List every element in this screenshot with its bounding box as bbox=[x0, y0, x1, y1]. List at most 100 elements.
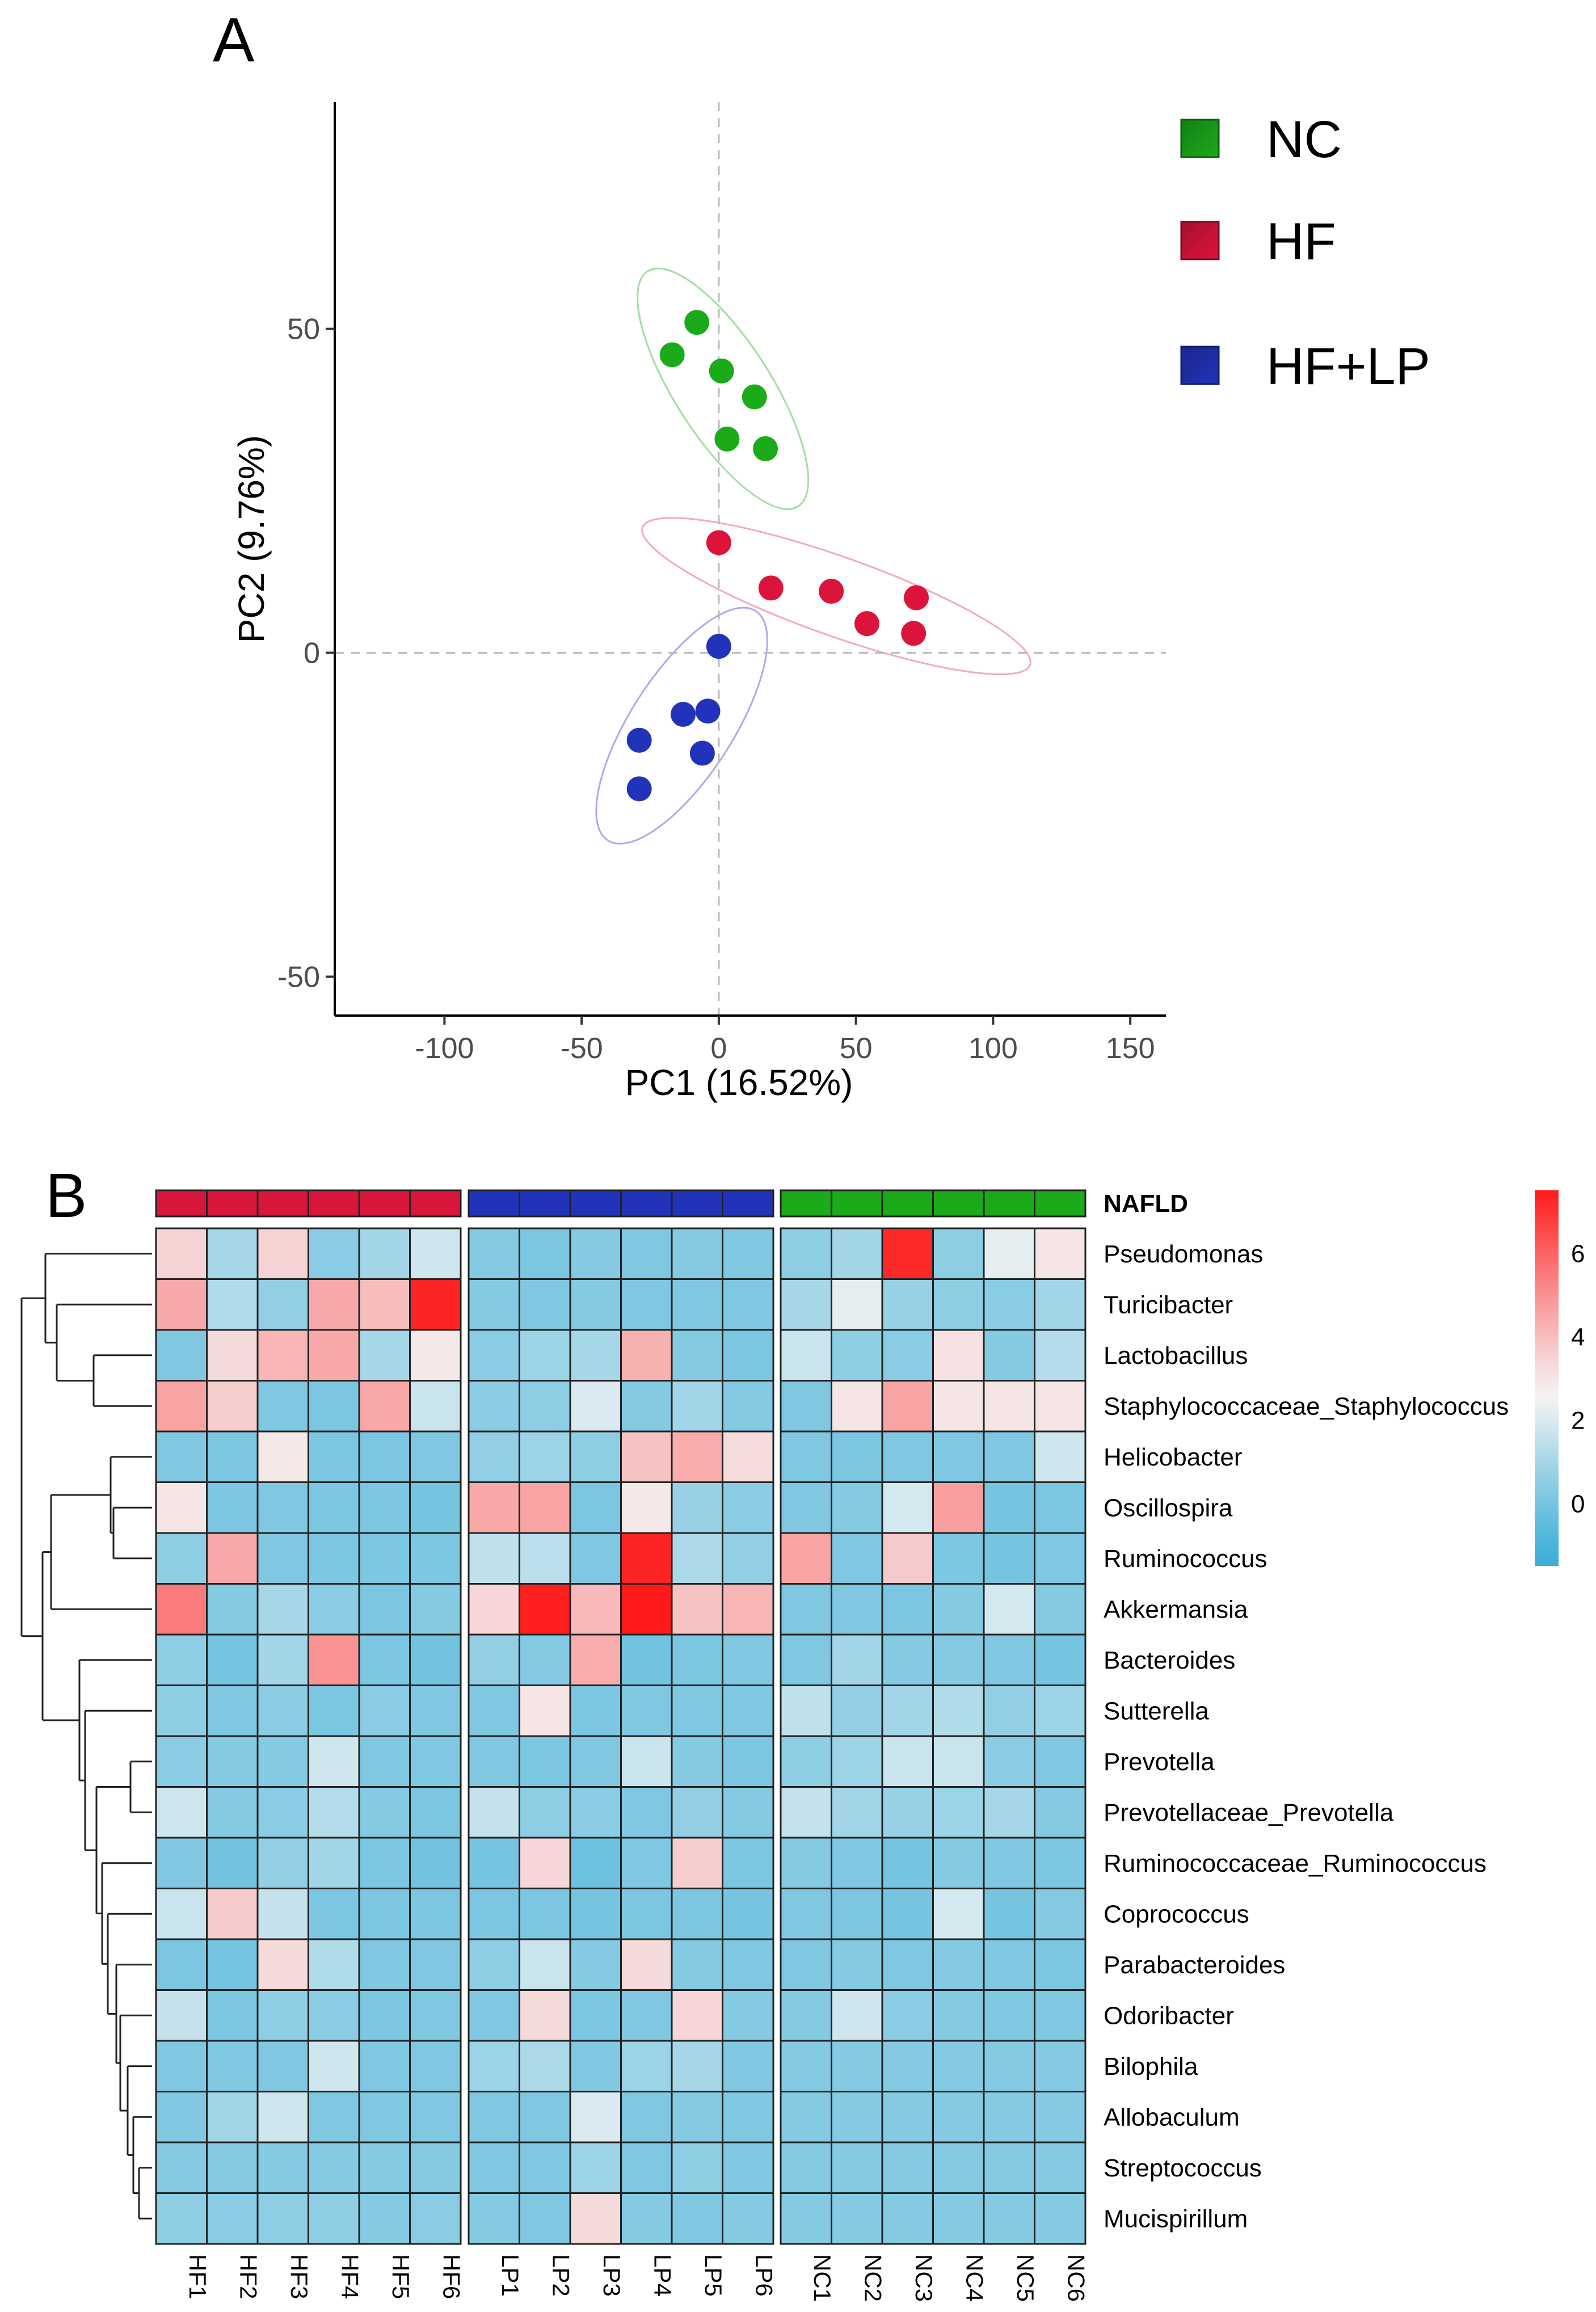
heatmap-cell bbox=[831, 1735, 883, 1788]
heatmap-cell bbox=[932, 1380, 985, 1433]
heatmap-cell bbox=[468, 2192, 520, 2245]
heatmap-cell bbox=[206, 1380, 259, 1433]
heatmap-cell bbox=[468, 1989, 520, 2042]
heatmap-cell bbox=[206, 1989, 259, 2042]
point-nc bbox=[753, 436, 778, 461]
heatmap-cell bbox=[308, 1583, 360, 1636]
heatmap-cell bbox=[932, 1837, 985, 1889]
point-hf-lp bbox=[626, 776, 652, 802]
heatmap-cell bbox=[308, 2192, 360, 2245]
heatmap-cell bbox=[671, 1481, 723, 1534]
row-label: Odoribacter bbox=[1104, 2002, 1234, 2029]
heatmap-cell bbox=[780, 1430, 832, 1483]
heatmap-cell bbox=[206, 1735, 259, 1788]
heatmap-cell bbox=[780, 1938, 832, 1991]
heatmap-cell bbox=[409, 1227, 462, 1280]
heatmap-cell bbox=[155, 1481, 208, 1534]
heatmap-cell bbox=[722, 1938, 774, 1991]
heatmap-cell bbox=[155, 1837, 208, 1889]
y-tick-label: 0 bbox=[304, 637, 320, 670]
heatmap-cell bbox=[780, 2040, 832, 2092]
heatmap-cell bbox=[932, 1329, 985, 1382]
heatmap-cell bbox=[780, 1837, 832, 1889]
heatmap-cell bbox=[722, 2192, 774, 2245]
heatmap-cell bbox=[1034, 1684, 1087, 1737]
column-label: NC4 bbox=[961, 2254, 988, 2302]
heatmap-cell bbox=[155, 1938, 208, 1991]
annotation-cell bbox=[932, 1189, 985, 1218]
heatmap-cell bbox=[409, 2040, 462, 2092]
heatmap-cell bbox=[671, 1786, 723, 1839]
heatmap-cell bbox=[468, 1938, 520, 1991]
heatmap-cell bbox=[155, 2141, 208, 2194]
heatmap-cell bbox=[780, 1380, 832, 1433]
heatmap-cell bbox=[569, 1430, 622, 1483]
column-label: HF6 bbox=[438, 2254, 465, 2299]
row-label: Bilophila bbox=[1104, 2053, 1198, 2081]
heatmap-cell bbox=[519, 1633, 571, 1686]
column-label: LP5 bbox=[700, 2254, 727, 2297]
heatmap: B NAFLD Pseudomonas Turicibacter Lactobaci… bbox=[20, 1161, 1585, 2302]
point-hf-lp bbox=[706, 634, 731, 659]
heatmap-cell bbox=[468, 2040, 520, 2092]
heatmap-cell bbox=[881, 2192, 934, 2245]
heatmap-cell bbox=[671, 1837, 723, 1889]
heatmap-cell bbox=[722, 1227, 774, 1280]
annotation-cell bbox=[155, 1189, 208, 1218]
heatmap-cell bbox=[358, 1837, 411, 1889]
heatmap-cell bbox=[722, 1329, 774, 1382]
heatmap-cell bbox=[206, 1430, 259, 1483]
legend-label: HF+LP bbox=[1266, 338, 1430, 395]
row-label: Oscillospira bbox=[1104, 1494, 1233, 1522]
heatmap-cell bbox=[780, 1684, 832, 1737]
heatmap-cell bbox=[881, 2091, 934, 2143]
heatmap-cell bbox=[256, 2040, 309, 2092]
heatmap-cell bbox=[722, 1583, 774, 1636]
heatmap-cell bbox=[780, 1481, 832, 1534]
heatmap-cell bbox=[358, 2040, 411, 2092]
heatmap-cell bbox=[1034, 1989, 1087, 2042]
point-hf bbox=[901, 621, 927, 646]
heatmap-cell bbox=[1034, 1278, 1087, 1331]
heatmap-cell bbox=[780, 2091, 832, 2143]
pca-scatter-plot: A -100 -50 0 50 100 150 -50 0 50 PC1 (16.52%) PC… bbox=[213, 5, 1430, 1103]
row-label: Parabacteroides bbox=[1104, 1951, 1285, 1979]
annotation-cell bbox=[569, 1189, 622, 1218]
heatmap-cell bbox=[155, 2192, 208, 2245]
heatmap-cell bbox=[155, 1227, 208, 1280]
heatmap-cell bbox=[308, 2141, 360, 2194]
heatmap-cell bbox=[308, 1532, 360, 1585]
heatmap-cell bbox=[1034, 1837, 1087, 1889]
heatmap-cell bbox=[468, 1481, 520, 1534]
group-annotation-bar bbox=[155, 1189, 1087, 1218]
column-labels: HF1 HF2 HF3 HF4 HF5 HF6 LP1 LP2 LP3 LP4 LP5 LP6 NC1 N… bbox=[184, 2254, 1090, 2302]
heatmap-cell bbox=[1034, 1633, 1087, 1686]
heatmap-cell bbox=[206, 1227, 259, 1280]
column-label: LP2 bbox=[548, 2254, 574, 2297]
heatmap-cell bbox=[409, 2141, 462, 2194]
legend-label: HF bbox=[1266, 213, 1336, 271]
heatmap-cell bbox=[256, 1633, 309, 1686]
heatmap-cell bbox=[155, 1684, 208, 1737]
row-label: Streptococcus bbox=[1104, 2154, 1262, 2182]
heatmap-cell bbox=[1034, 1583, 1087, 1636]
annotation-cell bbox=[468, 1189, 520, 1218]
heatmap-cell bbox=[780, 1227, 832, 1280]
x-tick-label: 50 bbox=[840, 1032, 873, 1065]
heatmap-cell bbox=[256, 1938, 309, 1991]
x-axis-title: PC1 (16.52%) bbox=[625, 1062, 853, 1103]
column-label: NC3 bbox=[911, 2254, 937, 2302]
heatmap-cell bbox=[358, 1888, 411, 1940]
heatmap-cell bbox=[620, 1430, 673, 1483]
heatmap-cell bbox=[358, 1786, 411, 1839]
heatmap-cell bbox=[831, 1684, 883, 1737]
heatmap-cell bbox=[519, 1329, 571, 1382]
column-label: HF5 bbox=[388, 2254, 414, 2299]
heatmap-cell bbox=[780, 1735, 832, 1788]
point-hf bbox=[706, 530, 731, 555]
annotation-cell bbox=[358, 1189, 411, 1218]
heatmap-cell bbox=[671, 1633, 723, 1686]
y-tick-label: 50 bbox=[287, 313, 320, 346]
heatmap-cell bbox=[831, 1278, 883, 1331]
heatmap-cell bbox=[780, 2141, 832, 2194]
